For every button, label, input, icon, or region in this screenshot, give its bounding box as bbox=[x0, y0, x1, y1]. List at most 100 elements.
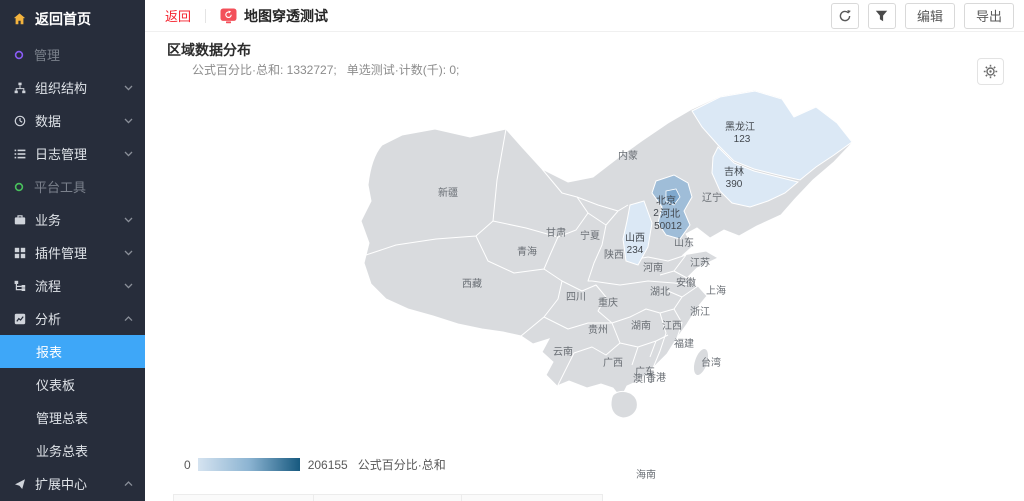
sidebar-item-流程[interactable]: 流程 bbox=[0, 269, 145, 302]
map-label-台湾: 台湾 bbox=[701, 356, 721, 369]
map-label-西藏: 西藏 bbox=[462, 278, 482, 290]
sidebar-item-label: 管理 bbox=[34, 48, 61, 63]
sidebar-group-管理: 管理 bbox=[0, 38, 145, 71]
sidebar-item-仪表板[interactable]: 仪表板 bbox=[0, 368, 145, 401]
map-label-安徽: 安徽 bbox=[676, 276, 696, 289]
panel-subtitle: 公式百分比·总和: 1332727; 单选测试·计数(千): 0; bbox=[192, 63, 460, 77]
province-shanxi-shape[interactable] bbox=[622, 200, 653, 266]
map-value-山西: 234 bbox=[627, 245, 644, 256]
map-label-山西: 山西 bbox=[625, 232, 645, 244]
sidebar-item-插件管理[interactable]: 插件管理 bbox=[0, 236, 145, 269]
map-label-重庆: 重庆 bbox=[598, 296, 618, 309]
chevron-down-icon bbox=[124, 250, 133, 256]
sidebar-item-数据[interactable]: 数据 bbox=[0, 104, 145, 137]
map-label-广西: 广西 bbox=[603, 357, 623, 369]
sidebar-item-日志管理[interactable]: 日志管理 bbox=[0, 137, 145, 170]
home-icon bbox=[13, 12, 26, 26]
map-value-吉林: 390 bbox=[726, 179, 743, 190]
sidebar-menu: 管理组织结构数据日志管理平台工具业务插件管理流程 分析报表仪表板管理总表业务总表扩… bbox=[0, 38, 145, 500]
map-label-陕西: 陕西 bbox=[604, 248, 624, 261]
map-label-北京: 北京 bbox=[656, 194, 676, 207]
map-label-山东: 山东 bbox=[674, 236, 694, 249]
map-label-青海: 青海 bbox=[517, 245, 537, 258]
hainan-island-shape[interactable] bbox=[610, 390, 638, 419]
map-label-黑龙江: 黑龙江 bbox=[725, 120, 755, 133]
sidebar-item-业务[interactable]: 业务 bbox=[0, 203, 145, 236]
sidebar-item-业务总表[interactable]: 业务总表 bbox=[0, 434, 145, 467]
sidebar-item-label: 业务 bbox=[35, 213, 62, 228]
sidebar-item-label: 日志管理 bbox=[35, 147, 88, 162]
org-icon bbox=[13, 82, 26, 94]
province-beijing-shape[interactable] bbox=[665, 188, 681, 206]
sidebar-item-报表[interactable]: 报表 bbox=[0, 335, 145, 368]
province-hebei-shape[interactable] bbox=[651, 174, 693, 240]
china-map[interactable]: 新疆 西藏 青海 甘肃 内蒙 宁夏 陕西 四川 重庆 云南 贵州 广西 湖北 湖南 河南 山东 江苏 安徽 上海 浙江… bbox=[330, 85, 910, 495]
table-header-cell[interactable] bbox=[313, 494, 461, 501]
export-button[interactable]: 导出 bbox=[963, 2, 1014, 29]
taiwan-island-shape[interactable] bbox=[690, 347, 711, 378]
sidebar-group-平台工具: 平台工具 bbox=[0, 170, 145, 203]
sidebar-item-label: 报表 bbox=[36, 345, 63, 360]
topbar-divider bbox=[205, 8, 207, 23]
map-label-湖北: 湖北 bbox=[650, 286, 670, 298]
map-label-辽宁: 辽宁 bbox=[702, 191, 722, 204]
table-header-cell[interactable] bbox=[173, 494, 313, 501]
sidebar-home-button[interactable]: 返回首页 bbox=[0, 0, 145, 38]
sidebar-item-label: 业务总表 bbox=[36, 444, 89, 459]
ring-purple-icon bbox=[12, 49, 25, 61]
refresh-button[interactable] bbox=[830, 2, 859, 29]
gear-icon bbox=[983, 64, 998, 79]
map-label-吉林: 吉林 bbox=[724, 165, 744, 178]
sidebar-item-label: 数据 bbox=[35, 114, 62, 129]
map-label-内蒙: 内蒙 bbox=[618, 149, 638, 162]
legend-min: 0 bbox=[184, 457, 191, 472]
map-value-黑龙江: 123 bbox=[734, 134, 751, 145]
settings-button[interactable] bbox=[977, 58, 1004, 85]
chevron-down-icon bbox=[124, 85, 133, 91]
filter-icon bbox=[876, 10, 888, 21]
province-jilin-shape[interactable] bbox=[711, 146, 800, 208]
sidebar-item-label: 管理总表 bbox=[36, 411, 89, 426]
sidebar-item-label: 扩展中心 bbox=[35, 477, 88, 492]
map-value-河北: 50012 bbox=[654, 221, 682, 232]
province-heilongjiang-shape[interactable] bbox=[691, 90, 853, 181]
legend-label: 公式百分比·总和 bbox=[357, 458, 446, 472]
map-label-新疆: 新疆 bbox=[438, 186, 458, 199]
sidebar-item-组织结构[interactable]: 组织结构 bbox=[0, 71, 145, 104]
sidebar-item-label: 插件管理 bbox=[35, 246, 88, 261]
edit-button[interactable]: 编辑 bbox=[904, 2, 955, 29]
chevron-down-icon bbox=[124, 151, 133, 157]
back-link[interactable]: 返回 bbox=[165, 9, 192, 24]
chart-icon bbox=[13, 313, 26, 325]
topbar-actions: 编辑 导出 bbox=[830, 2, 1014, 29]
chevron-down-icon bbox=[124, 118, 133, 124]
sidebar-item-label: 平台工具 bbox=[34, 180, 87, 195]
map-label-贵州: 贵州 bbox=[588, 323, 608, 336]
map-label-湖南: 湖南 bbox=[631, 319, 651, 332]
sidebar-item-管理总表[interactable]: 管理总表 bbox=[0, 401, 145, 434]
map-label-福建: 福建 bbox=[674, 337, 694, 350]
filter-button[interactable] bbox=[867, 2, 896, 29]
sidebar-item-扩展中心[interactable]: 扩展中心 bbox=[0, 467, 145, 500]
table-header-row bbox=[173, 494, 603, 501]
map-label-江西: 江西 bbox=[662, 320, 682, 332]
grid-icon bbox=[13, 247, 26, 259]
map-label-河北: 河北 bbox=[660, 208, 680, 220]
list-icon bbox=[13, 148, 26, 160]
panel-title: 区域数据分布 bbox=[167, 42, 251, 58]
briefcase-icon bbox=[13, 214, 26, 226]
map-label-上海: 上海 bbox=[706, 284, 726, 297]
province-borders bbox=[365, 128, 699, 386]
chevron-up-icon bbox=[124, 315, 133, 322]
chevron-down-icon bbox=[124, 217, 133, 223]
map-value-北京: 2 bbox=[653, 208, 659, 219]
map-label-香港: 香港 bbox=[646, 372, 666, 384]
chevron-down-icon bbox=[124, 283, 133, 289]
map-label-宁夏: 宁夏 bbox=[580, 229, 600, 242]
topbar: 返回 地图穿透测试 编辑 导出 bbox=[145, 0, 1024, 32]
table-header-cell[interactable] bbox=[461, 494, 603, 501]
sidebar-item-分析[interactable]: 分析 bbox=[0, 302, 145, 335]
legend-gradient-bar[interactable] bbox=[197, 458, 300, 471]
map-label-广东: 广东 bbox=[635, 365, 655, 378]
